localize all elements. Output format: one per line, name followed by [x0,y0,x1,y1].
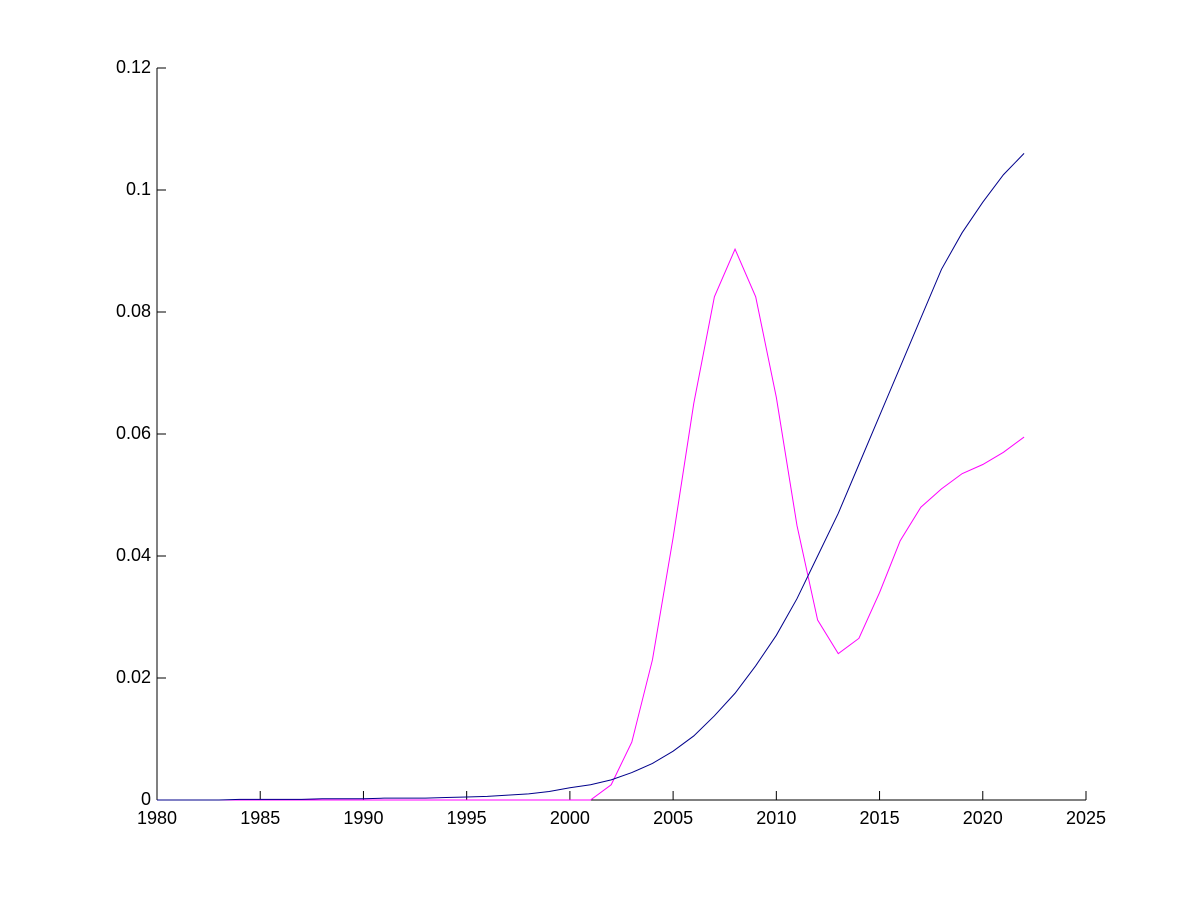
x-tick-label: 2025 [1066,808,1106,828]
y-tick-label: 0.1 [126,179,151,199]
x-tick-label: 2005 [653,808,693,828]
x-tick-label: 1980 [137,808,177,828]
y-tick-label: 0.06 [116,423,151,443]
x-tick-label: 2020 [963,808,1003,828]
y-tick-label: 0.12 [116,57,151,77]
x-tick-label: 2015 [860,808,900,828]
y-tick-label: 0.08 [116,301,151,321]
y-tick-label: 0.02 [116,667,151,687]
x-tick-label: 2010 [756,808,796,828]
y-tick-label: 0.04 [116,545,151,565]
y-tick-label: 0 [141,789,151,809]
x-tick-label: 2000 [550,808,590,828]
x-tick-label: 1995 [447,808,487,828]
line-series [157,247,1025,801]
x-tick-label: 1990 [343,808,383,828]
line-series [157,153,1025,801]
x-tick-label: 1985 [240,808,280,828]
